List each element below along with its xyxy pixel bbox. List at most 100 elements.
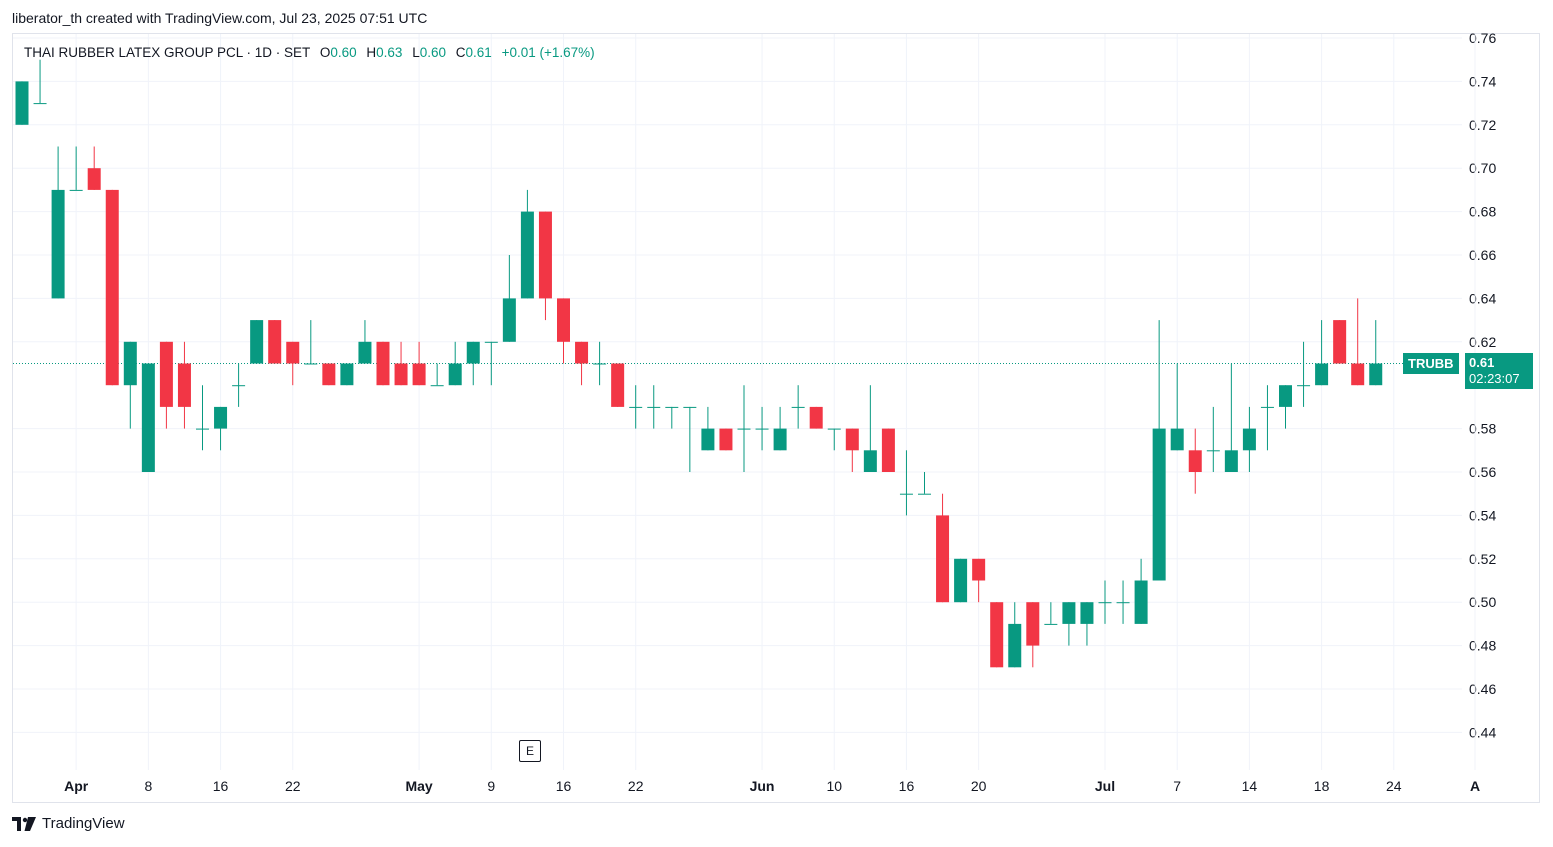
candle-down xyxy=(177,363,191,407)
candle-up xyxy=(448,363,462,386)
candle-down xyxy=(412,363,426,386)
x-tick-label: 22 xyxy=(285,778,301,794)
candle-up xyxy=(755,428,769,430)
x-tick-label: 24 xyxy=(1386,778,1402,794)
x-tick-label: 16 xyxy=(899,778,915,794)
x-tick-label: 9 xyxy=(487,778,495,794)
candle-up xyxy=(1152,428,1166,581)
candle-up xyxy=(1080,602,1094,624)
candle-up xyxy=(1369,363,1383,386)
candle-down xyxy=(881,428,895,472)
candle-up xyxy=(430,385,444,387)
candle-down xyxy=(1351,363,1365,386)
candle-up xyxy=(304,363,318,365)
candle-up xyxy=(647,406,661,408)
legend-close-label: C xyxy=(455,45,466,60)
last-price-value: 0.61 xyxy=(1469,355,1495,370)
y-tick-label: 0.52 xyxy=(1469,551,1496,567)
x-tick-label: 18 xyxy=(1314,778,1330,794)
candle-up xyxy=(340,363,354,386)
candle-up xyxy=(1044,623,1058,625)
candle-down xyxy=(990,602,1004,668)
candle-up xyxy=(683,406,697,408)
candle-down xyxy=(611,363,625,407)
legend-low-value: 0.60 xyxy=(419,45,446,60)
candle-down xyxy=(575,341,589,364)
x-tick-label: Apr xyxy=(64,778,89,794)
candle-down xyxy=(286,341,300,364)
candle-up xyxy=(15,81,29,125)
x-tick-label: 10 xyxy=(826,778,842,794)
earnings-badge[interactable]: E xyxy=(519,740,541,762)
candle-up xyxy=(701,428,715,451)
candle-up xyxy=(1279,385,1292,407)
x-tick-label: Jun xyxy=(750,778,775,794)
candle-down xyxy=(1333,320,1347,364)
candle-up xyxy=(358,341,372,364)
symbol-tag-label: TRUBB xyxy=(1403,353,1459,374)
candle-up xyxy=(1242,428,1256,451)
candle-down xyxy=(322,363,336,386)
candle-up xyxy=(484,341,498,343)
x-tick-label: 8 xyxy=(144,778,152,794)
y-tick-label: 0.44 xyxy=(1469,724,1496,740)
candle-up xyxy=(232,385,246,387)
tradingview-logo-icon xyxy=(12,816,36,831)
candle-down xyxy=(159,341,173,407)
symbol-price-tag: TRUBB xyxy=(1403,353,1459,374)
candle-down xyxy=(557,298,570,342)
y-tick-label: 0.62 xyxy=(1469,334,1496,350)
y-tick-label: 0.66 xyxy=(1469,247,1496,263)
x-tick-label: 16 xyxy=(213,778,229,794)
legend-high-value: 0.63 xyxy=(376,45,403,60)
chart-credit: liberator_th created with TradingView.co… xyxy=(12,10,428,26)
x-tick-label: 7 xyxy=(1173,778,1181,794)
bar-countdown: 02:23:07 xyxy=(1469,371,1520,386)
candle-down xyxy=(719,428,733,451)
candle-down xyxy=(1026,602,1040,646)
y-tick-label: 0.74 xyxy=(1469,73,1496,89)
x-tick-label: Jul xyxy=(1095,778,1115,794)
candle-down xyxy=(394,363,408,386)
candle-up xyxy=(773,428,787,451)
candle-down xyxy=(268,320,282,364)
x-tick-label: 22 xyxy=(628,778,644,794)
candle-up xyxy=(791,406,805,408)
candle-up xyxy=(123,341,137,386)
y-tick-label: 0.48 xyxy=(1469,638,1496,654)
candle-up xyxy=(1297,385,1311,387)
x-tick-label: May xyxy=(405,778,432,794)
legend-low-label: L xyxy=(412,45,420,60)
candle-down xyxy=(972,558,986,581)
tradingview-logo[interactable]: TradingView xyxy=(12,815,125,832)
candle-down xyxy=(87,168,101,190)
candle-up xyxy=(1098,602,1112,604)
y-tick-label: 0.46 xyxy=(1469,681,1496,697)
last-price-tag: 0.61 02:23:07 xyxy=(1465,353,1533,389)
candle-up xyxy=(954,558,968,603)
candle-down xyxy=(936,515,950,603)
candle-up xyxy=(1170,428,1184,451)
candle-up xyxy=(51,189,65,299)
candle-up xyxy=(196,428,209,430)
candle-up xyxy=(827,428,841,430)
candle-up xyxy=(33,103,47,105)
candle-up xyxy=(1134,580,1148,624)
candle-up xyxy=(141,363,155,472)
y-tick-label: 0.64 xyxy=(1469,290,1496,306)
x-tick-label: A xyxy=(1470,778,1480,794)
candle-up xyxy=(1315,363,1329,386)
candle-up xyxy=(1008,623,1022,668)
candle-down xyxy=(809,406,823,429)
y-tick-label: 0.50 xyxy=(1469,594,1496,610)
symbol-legend: THAI RUBBER LATEX GROUP PCL · 1D · SET O… xyxy=(24,45,595,60)
candle-up xyxy=(1116,602,1130,604)
legend-change: +0.01 (+1.67%) xyxy=(501,45,595,60)
y-tick-label: 0.72 xyxy=(1469,117,1496,133)
candle-up xyxy=(899,493,913,495)
candle-down xyxy=(538,211,552,299)
chart-frame xyxy=(12,33,1540,803)
legend-close-value: 0.61 xyxy=(465,45,492,60)
y-tick-label: 0.58 xyxy=(1469,421,1496,437)
